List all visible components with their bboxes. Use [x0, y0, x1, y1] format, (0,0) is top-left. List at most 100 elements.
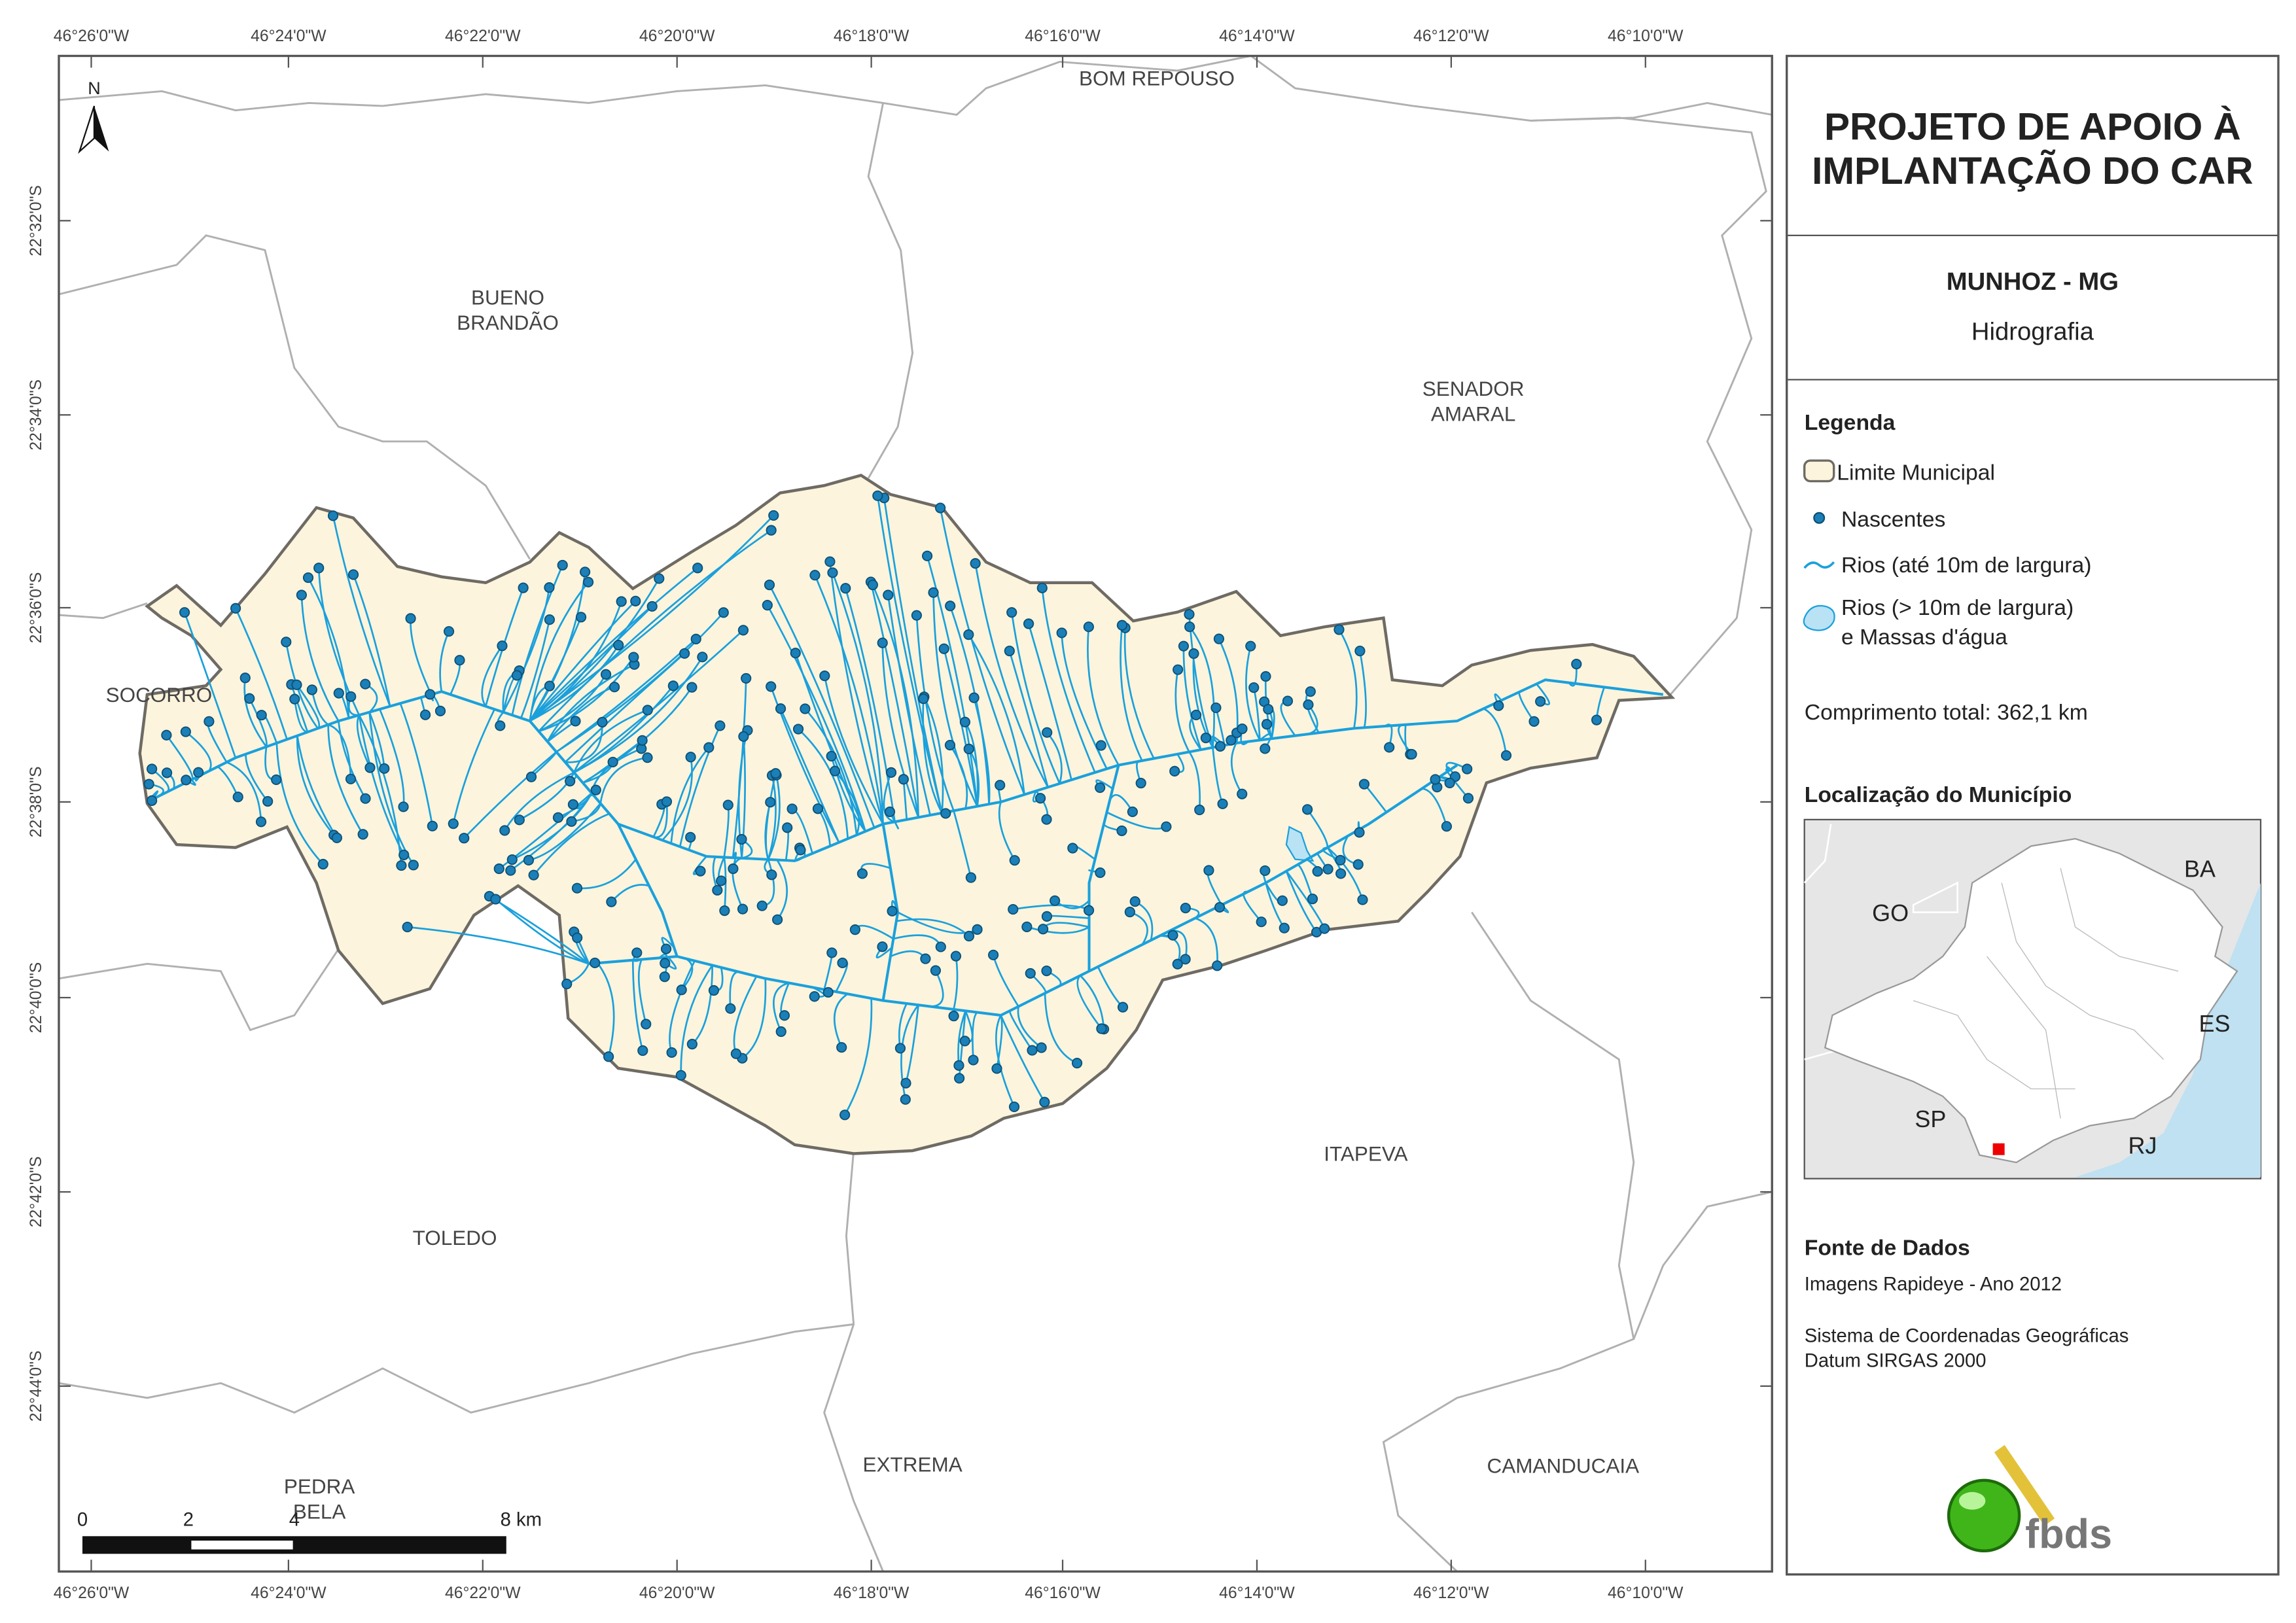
spring [826, 750, 837, 762]
place-label: SENADOR [1422, 377, 1525, 400]
spring [345, 773, 357, 784]
spring [600, 669, 612, 680]
spring [1023, 618, 1034, 629]
spring [894, 1043, 906, 1054]
spring [970, 558, 981, 569]
spring [1528, 716, 1540, 727]
river [953, 956, 959, 1010]
river [1338, 629, 1358, 729]
neighbor-border [1530, 116, 1767, 695]
spring [887, 905, 898, 916]
location-title: Localização do Município [1805, 782, 2072, 807]
municipality: MUNHOZ - MG [1947, 268, 2119, 296]
spring [1354, 827, 1365, 838]
river [616, 823, 679, 957]
spring [1256, 916, 1267, 928]
river [814, 574, 884, 824]
place-label: CAMANDUCAIA [1487, 1454, 1639, 1478]
spring [179, 607, 190, 618]
river [296, 735, 338, 839]
latitude-label: 22°40'0"S [27, 962, 45, 1034]
river [399, 703, 434, 827]
spring [331, 832, 342, 843]
river [546, 686, 615, 742]
river [226, 761, 262, 822]
neighbor-border [1633, 1191, 1773, 1340]
spring [571, 882, 583, 894]
spring [1322, 864, 1333, 875]
spring [991, 1063, 1002, 1074]
longitude-label: 46°14'0"W [1219, 1584, 1295, 1602]
theme: Hidrografia [1971, 318, 2094, 346]
neighbor-border [58, 55, 1252, 116]
spring [1245, 640, 1256, 652]
spring [239, 672, 251, 684]
spring [302, 572, 314, 584]
spring [1067, 843, 1078, 854]
place-label: AMARAL [1431, 402, 1515, 425]
river [1087, 627, 1120, 766]
river [356, 714, 371, 769]
spring [567, 799, 578, 810]
spring [800, 703, 811, 714]
spring [822, 986, 834, 998]
spring [1210, 702, 1222, 714]
spring [425, 689, 436, 700]
river [729, 971, 739, 1009]
river [296, 684, 321, 729]
spring [661, 796, 673, 807]
neighbor-border [58, 602, 148, 620]
river [1008, 1011, 1033, 1051]
spring [572, 932, 583, 943]
river [939, 508, 1025, 795]
spring [790, 648, 801, 659]
spring [1116, 825, 1127, 837]
spring [1172, 958, 1183, 969]
spring [427, 820, 438, 831]
north-arrow-right [94, 105, 109, 152]
water-body [1285, 826, 1315, 862]
map-border [58, 54, 1773, 1573]
river [798, 728, 849, 839]
longitude-label: 46°10'0"W [1608, 27, 1684, 45]
spring [1124, 907, 1135, 918]
spring [616, 596, 627, 607]
spring [666, 1047, 677, 1058]
spring [900, 1077, 911, 1089]
neighbor-border [58, 1323, 854, 1414]
spring [1184, 621, 1195, 633]
longitude-label: 46°12'0"W [1413, 1584, 1489, 1602]
spring [514, 814, 525, 826]
spring [718, 607, 729, 618]
spring [1406, 748, 1417, 760]
spring [959, 716, 971, 727]
total-length: Comprimento total: 362,1 km [1805, 700, 2088, 725]
river [495, 898, 590, 965]
river [1017, 1006, 1042, 1049]
panel-title: IMPLANTAÇÃO DO CAR [1812, 149, 2253, 192]
spring [1305, 686, 1316, 697]
river [733, 975, 758, 1055]
spring [606, 896, 617, 907]
spring [722, 799, 733, 811]
spring [716, 875, 727, 886]
spring [1335, 854, 1346, 866]
river [1010, 612, 1061, 784]
spring [676, 985, 687, 996]
river [1483, 708, 1508, 756]
river [1421, 788, 1448, 827]
river [732, 678, 747, 858]
spring [1214, 741, 1226, 752]
spring [1095, 867, 1106, 879]
river [679, 725, 721, 847]
river [245, 754, 269, 802]
river [582, 686, 693, 784]
spring [1083, 621, 1094, 633]
spring [690, 633, 701, 644]
scale-label: 8 km [501, 1510, 542, 1531]
river [183, 612, 237, 758]
spring [1038, 924, 1049, 935]
spring [1217, 798, 1228, 809]
river [915, 615, 955, 811]
river [669, 960, 696, 1053]
